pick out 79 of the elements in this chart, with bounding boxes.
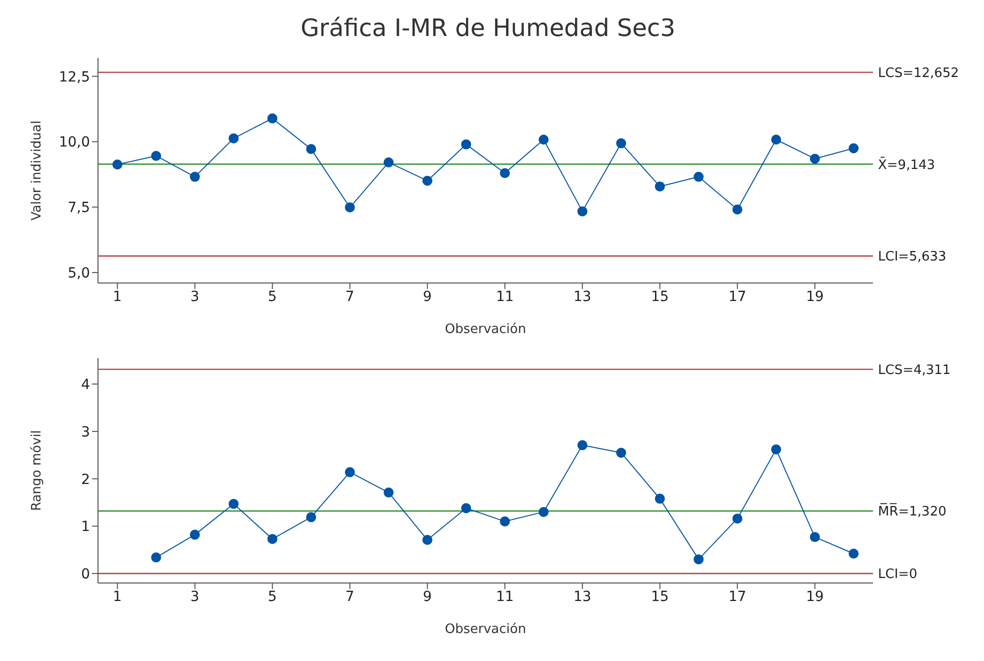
x-tick-label: 17 [728, 588, 746, 605]
x-axis-title: Observación [444, 622, 526, 637]
y-tick-label: 7,5 [68, 200, 90, 216]
point [848, 143, 859, 154]
point [500, 168, 510, 178]
x-tick-label: 9 [422, 288, 432, 305]
point [384, 488, 394, 498]
x-tick-label: 7 [345, 588, 354, 605]
y-axis-title: Valor individual [30, 120, 45, 220]
x-axis-title: Observación [444, 322, 526, 337]
x-tick-label: 19 [806, 288, 824, 305]
point [306, 144, 316, 154]
point [810, 154, 820, 164]
point [228, 133, 239, 144]
y-tick-label: 12,5 [58, 69, 90, 86]
x-tick-label: 1 [112, 588, 122, 605]
point [344, 467, 355, 478]
ref-line-label: M̅R̅=1,320 [878, 503, 946, 520]
point [422, 176, 432, 186]
x-tick-label: 11 [496, 588, 514, 605]
y-tick-label: 4 [81, 377, 90, 394]
point [422, 534, 432, 545]
x-tick-label: 7 [345, 288, 354, 305]
point [384, 157, 394, 168]
x-tick-label: 13 [573, 288, 592, 305]
x-tick-label: 5 [268, 288, 277, 305]
x-tick-label: 15 [650, 288, 669, 305]
point [228, 498, 239, 509]
y-tick-label: 10,0 [58, 134, 90, 151]
point [461, 139, 472, 150]
point [616, 138, 626, 148]
point [577, 440, 588, 450]
point [151, 552, 162, 562]
y-tick-label: 3 [81, 424, 90, 440]
ref-line-label: LCS=12,652 [878, 66, 959, 81]
x-tick-label: 3 [190, 288, 200, 305]
y-tick-label: 5,0 [68, 266, 90, 282]
point [654, 181, 665, 192]
point [190, 530, 200, 540]
point [112, 159, 122, 170]
y-tick-label: 0 [81, 566, 90, 582]
point [577, 206, 588, 216]
point [694, 172, 704, 182]
point [267, 534, 278, 544]
x-tick-label: 15 [650, 588, 669, 605]
point [344, 202, 355, 212]
y-axis-title: Rango móvil [30, 430, 45, 511]
y-tick-label: 1 [81, 519, 90, 536]
point [267, 113, 278, 124]
point [500, 516, 510, 526]
x-tick-label: 13 [573, 588, 592, 605]
point [732, 514, 742, 524]
point [306, 512, 316, 522]
ref-line-label: LCI=5,633 [878, 250, 946, 265]
x-tick-label: 11 [496, 288, 514, 305]
ref-line-label: LCS=4,311 [878, 362, 951, 378]
point [461, 503, 472, 514]
x-tick-label: 5 [268, 588, 277, 605]
point [190, 172, 200, 182]
point [848, 548, 859, 559]
ref-line-label: X̄=9,143 [878, 156, 936, 173]
x-tick-label: 19 [806, 588, 824, 605]
chart-title: Gráfica I-MR de Humedad Sec3 [300, 13, 676, 44]
point [538, 134, 549, 145]
point [732, 204, 742, 214]
point [616, 448, 626, 458]
point [654, 494, 665, 504]
y-tick-label: 2 [81, 472, 90, 488]
x-tick-label: 9 [422, 588, 432, 605]
x-tick-label: 17 [728, 288, 746, 305]
point [151, 150, 162, 161]
point [538, 506, 549, 517]
point [771, 134, 782, 145]
point [810, 532, 820, 542]
x-tick-label: 3 [190, 588, 200, 605]
ref-line-label: LCI=0 [878, 567, 918, 582]
x-tick-label: 1 [112, 288, 122, 305]
point [694, 554, 704, 564]
point [771, 444, 782, 454]
